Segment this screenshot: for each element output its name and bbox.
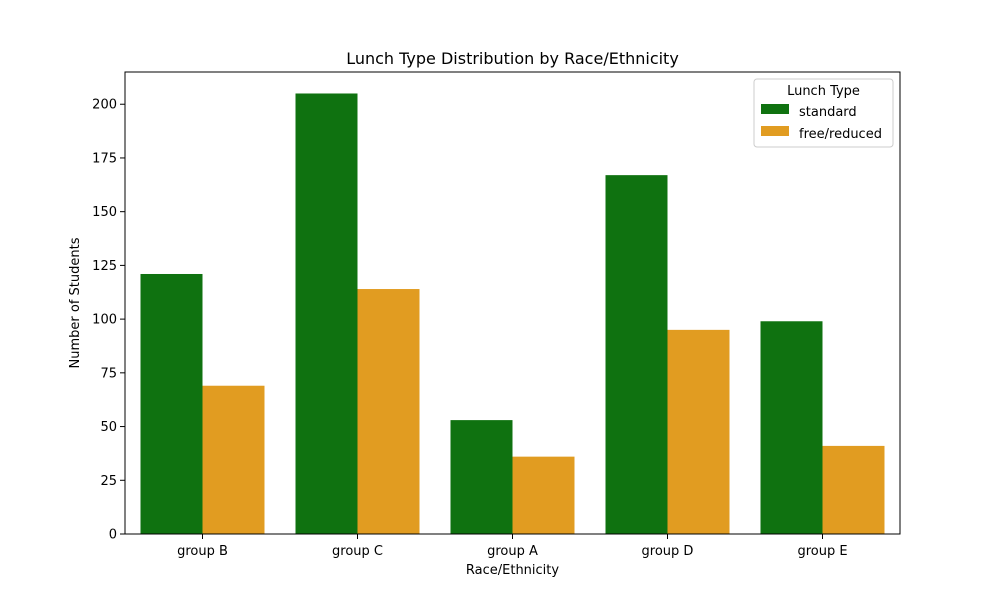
legend: Lunch Type standard free/reduced bbox=[753, 78, 894, 148]
bar-free-reduced-group-b bbox=[202, 385, 265, 534]
bar-standard-group-c bbox=[295, 93, 358, 534]
y-tick-label: 175 bbox=[92, 151, 117, 166]
y-axis-ticks: 0 25 50 75 100 125 150 175 200 bbox=[92, 98, 125, 543]
bar-free-reduced-group-a bbox=[512, 456, 575, 534]
legend-swatch-standard bbox=[761, 104, 789, 114]
y-tick-label: 25 bbox=[100, 474, 117, 489]
y-tick-label: 150 bbox=[92, 205, 117, 220]
y-tick-label: 75 bbox=[100, 366, 117, 381]
bar-free-reduced-group-d bbox=[667, 329, 730, 534]
x-tick-label-group-b: group B bbox=[177, 544, 228, 559]
x-axis-label: Race/Ethnicity bbox=[466, 563, 559, 578]
y-tick-label: 50 bbox=[100, 420, 117, 435]
bar-free-reduced-group-e bbox=[822, 445, 885, 534]
y-tick-label: 200 bbox=[92, 98, 117, 113]
bar-standard-group-a bbox=[450, 420, 513, 534]
x-tick-label-group-a: group A bbox=[487, 544, 538, 559]
bar-free-reduced-group-c bbox=[357, 289, 420, 534]
y-axis-label: Number of Students bbox=[68, 237, 83, 368]
bar-standard-group-b bbox=[140, 273, 203, 534]
y-tick-label: 100 bbox=[92, 313, 117, 328]
y-tick-label: 0 bbox=[109, 528, 117, 543]
bar-standard-group-d bbox=[605, 175, 668, 535]
x-tick-label-group-e: group E bbox=[797, 544, 847, 559]
x-tick-label-group-c: group C bbox=[332, 544, 383, 559]
legend-label-free-reduced: free/reduced bbox=[799, 127, 882, 142]
plot-frame bbox=[124, 71, 901, 535]
legend-label-standard: standard bbox=[799, 105, 857, 120]
chart-title: Lunch Type Distribution by Race/Ethnicit… bbox=[346, 49, 679, 68]
x-tick-label-group-d: group D bbox=[642, 544, 694, 559]
bar-standard-group-e bbox=[760, 321, 823, 534]
x-axis-ticks: group B group C group A group D group E bbox=[177, 534, 848, 559]
y-tick-label: 125 bbox=[92, 259, 117, 274]
legend-title: Lunch Type bbox=[787, 84, 860, 99]
legend-swatch-free-reduced bbox=[761, 126, 789, 136]
bars-layer bbox=[140, 93, 885, 535]
